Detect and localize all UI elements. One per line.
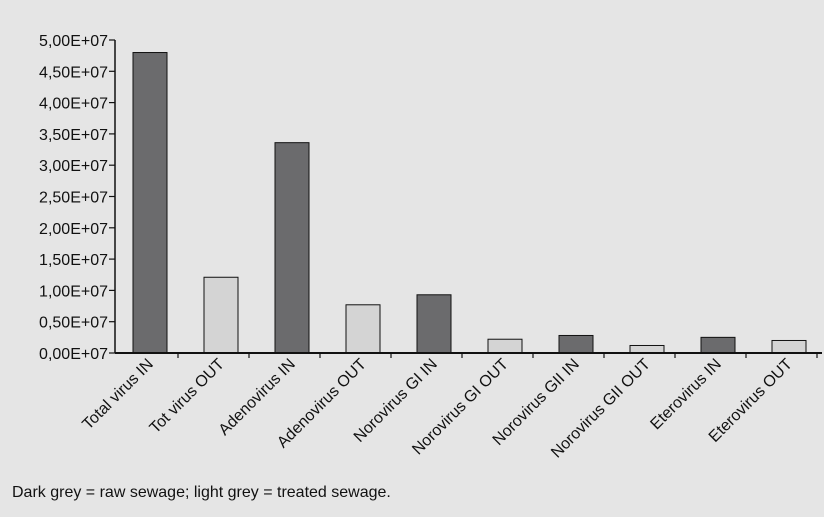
bars-group [132, 52, 807, 354]
y-tick-label: 2,00E+07 [39, 221, 108, 238]
y-axis: 0,00E+07 0,50E+07 1,00E+07 1,50E+07 2,00E+07… [39, 33, 116, 363]
y-tick-label: 3,50E+07 [39, 127, 108, 144]
y-tick-label: 3,00E+07 [39, 158, 108, 175]
bar-total-virus-in [132, 52, 168, 354]
bar-chart: 0,00E+07 0,50E+07 1,00E+07 1,50E+07 2,00E+07… [39, 33, 822, 461]
bar-adenovirus-out [345, 304, 381, 354]
y-tick-label: 4,50E+07 [39, 64, 108, 81]
y-tick-label: 1,00E+07 [39, 283, 108, 300]
y-tick-label: 0,00E+07 [39, 346, 108, 363]
y-tick-label: 5,00E+07 [39, 33, 108, 50]
y-tick-label: 0,50E+07 [39, 315, 108, 332]
figure-caption: Dark grey = raw sewage; light grey = tre… [12, 484, 391, 501]
x-tick-label: Eterovirus IN [647, 356, 724, 433]
bar-adenovirus-in [274, 142, 310, 354]
x-tick-label: Tot virus OUT [147, 356, 228, 437]
bar-norovirus-gii-in [558, 334, 594, 354]
y-tick-label: 1,50E+07 [39, 252, 108, 269]
bar-norovirus-gii-out [629, 344, 665, 354]
y-tick-label: 2,50E+07 [39, 190, 108, 207]
bar-eterovirus-out [771, 339, 807, 354]
bar-tot-virus-out [203, 276, 239, 354]
bar-norovirus-gi-out [487, 338, 523, 354]
bar-norovirus-gi-in [416, 294, 452, 354]
bar-eterovirus-in [700, 336, 736, 354]
x-tick-label: Total virus IN [79, 356, 156, 433]
y-tick-label: 4,00E+07 [39, 96, 108, 113]
